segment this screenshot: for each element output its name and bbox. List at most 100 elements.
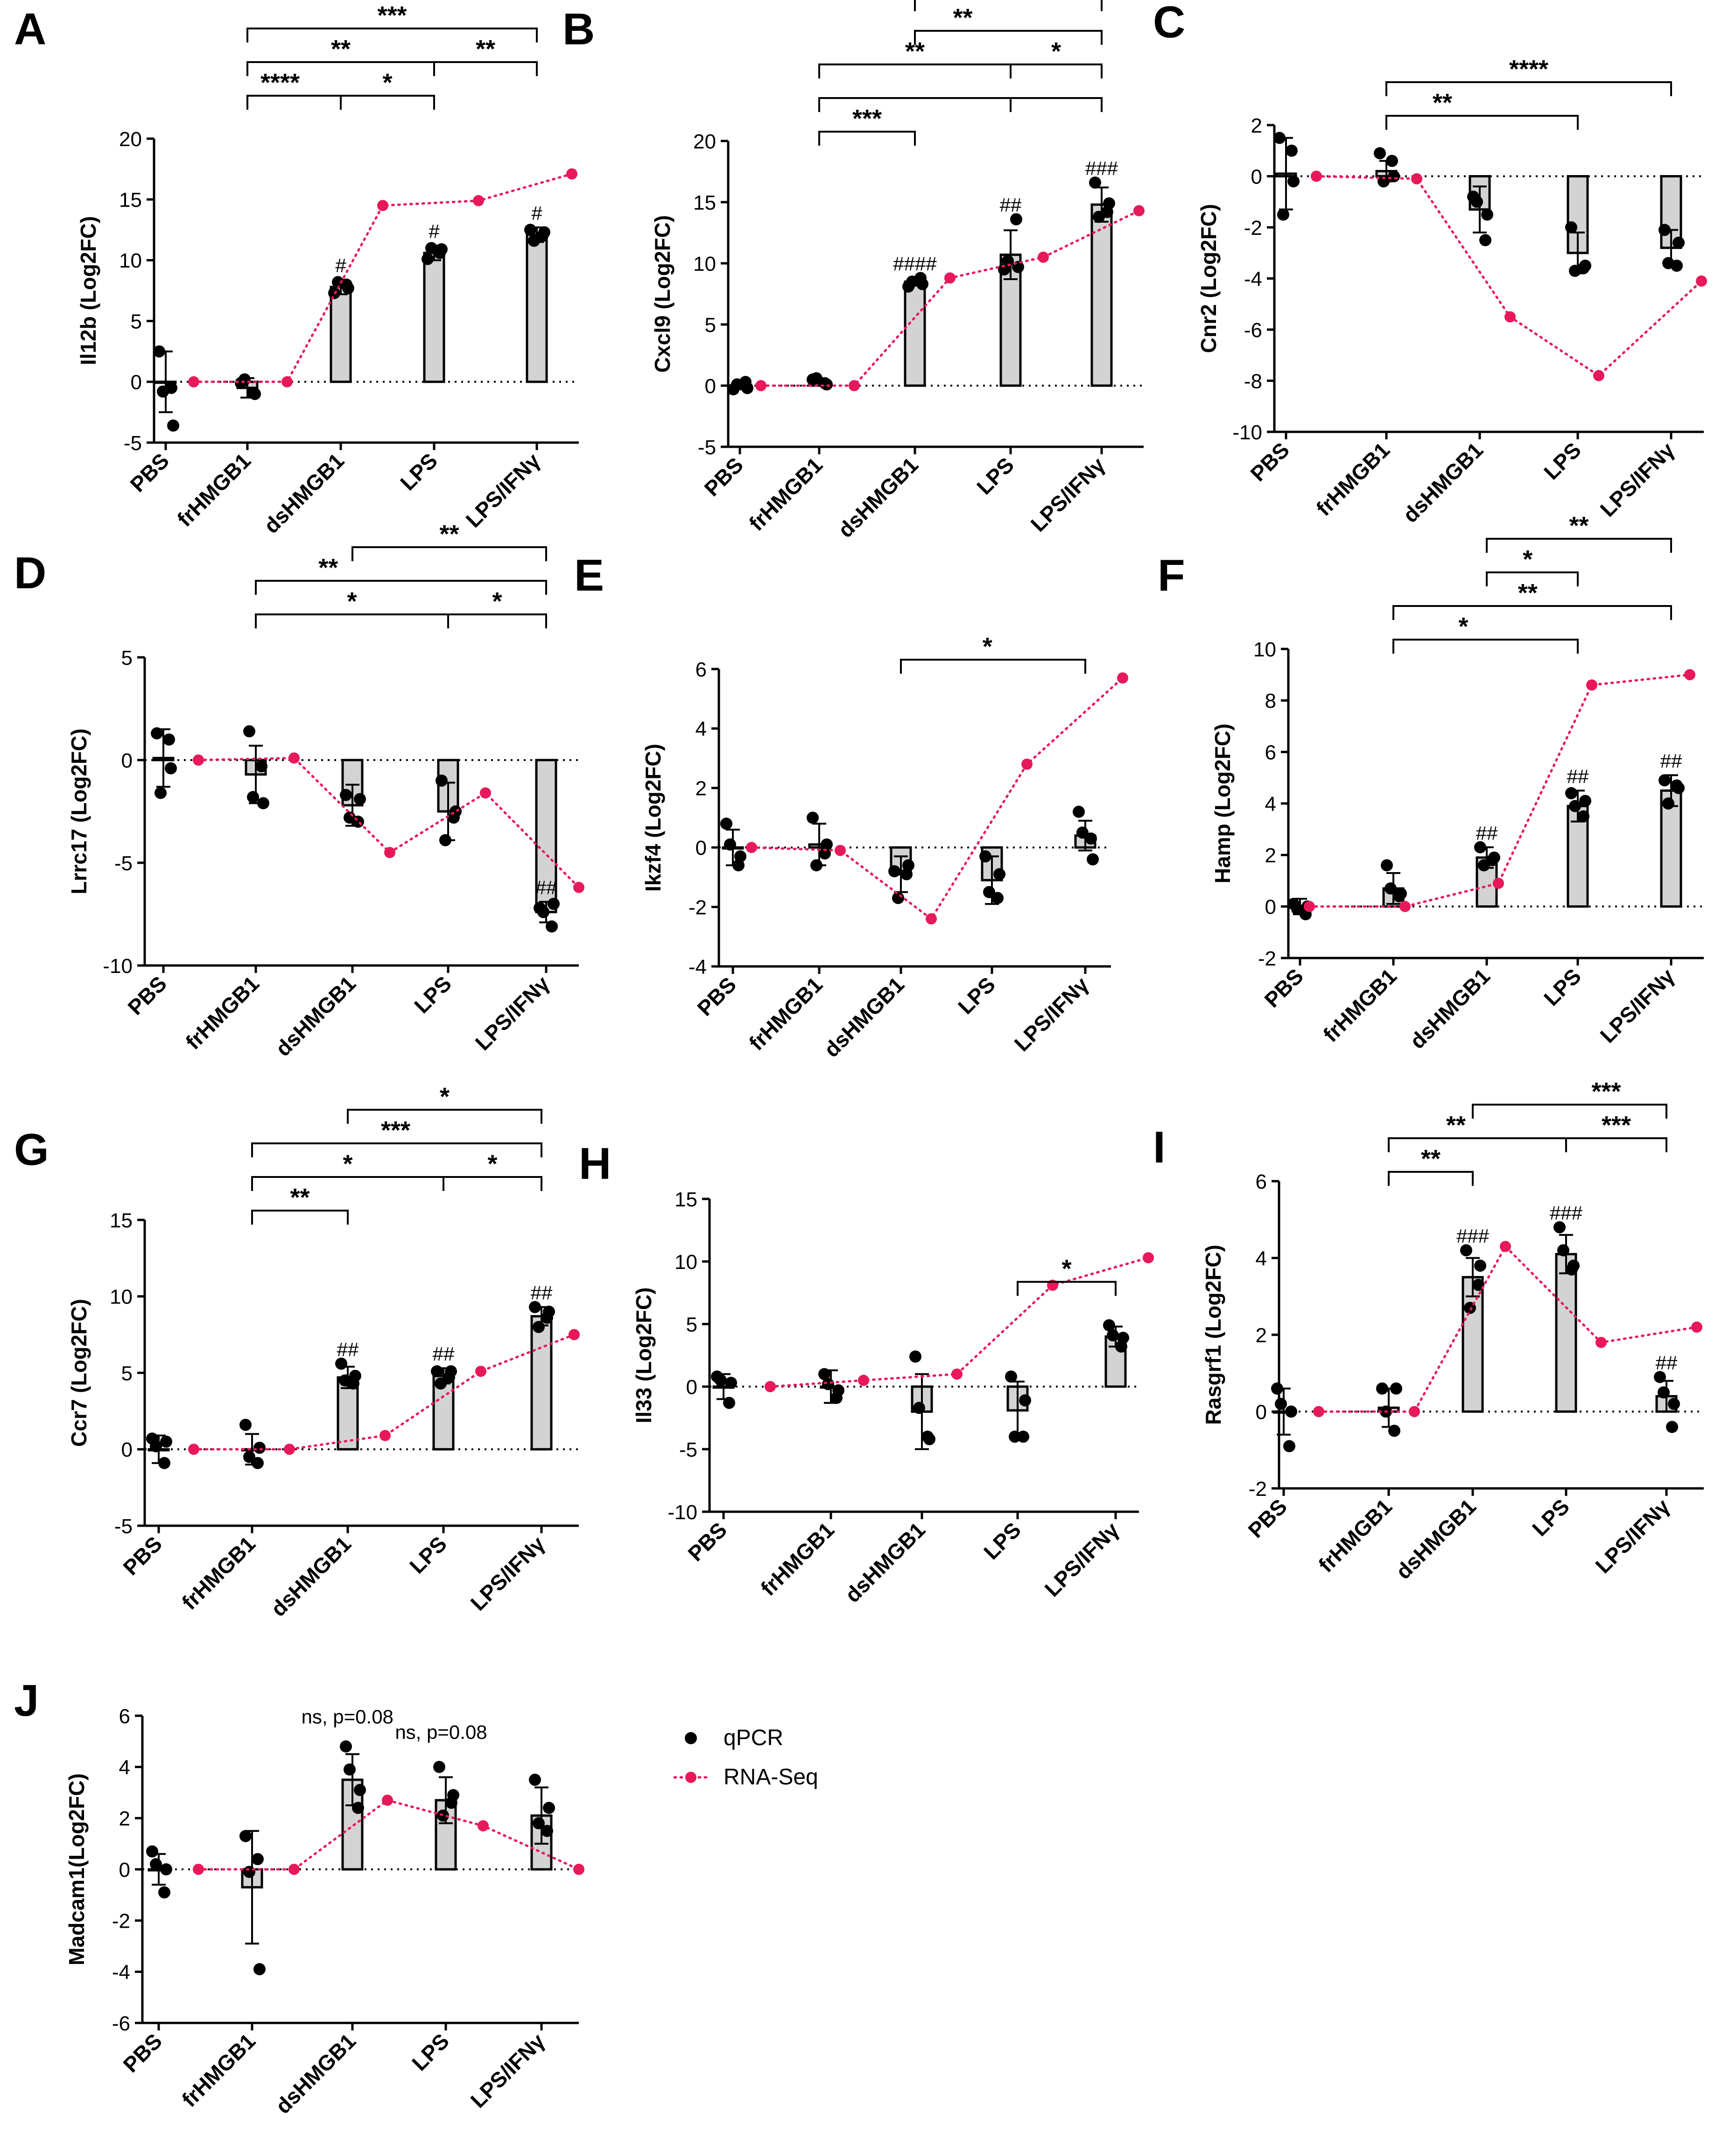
qpcr-point xyxy=(1374,147,1386,160)
rnaseq-point xyxy=(1311,170,1322,182)
significance-hash: ## xyxy=(531,1282,553,1304)
qpcr-point xyxy=(253,1441,266,1454)
significance-stars: * xyxy=(1523,545,1532,573)
significance-stars: ** xyxy=(1446,1111,1466,1139)
y-axis-label: Cxcl9 (Log2FC) xyxy=(650,215,675,373)
y-axis-label: Il33 (Log2FC) xyxy=(632,1287,656,1423)
rnaseq-point xyxy=(1504,311,1516,323)
qpcr-point xyxy=(340,789,352,801)
significance-bracket xyxy=(1392,639,1579,654)
rnaseq-point xyxy=(1304,901,1315,912)
rnaseq-line xyxy=(192,1333,576,1451)
panel-c: C 2 0 -2 -4 -6 -8 -10 Cnr2 (Log2FC) PBS frHMGB1 dsH… xyxy=(1153,0,1707,528)
qpcr-point xyxy=(167,419,179,432)
significance-stars: * xyxy=(1061,1255,1071,1283)
y-tick-label: 5 xyxy=(686,1313,697,1336)
significance-stars: ** xyxy=(1421,1145,1441,1173)
qpcr-point xyxy=(1388,170,1400,183)
qpcr-point xyxy=(439,834,451,846)
qpcr-point xyxy=(1271,1382,1283,1395)
x-tick-label: dsHMGB1 xyxy=(833,452,923,542)
qpcr-point xyxy=(1481,208,1493,221)
y-tick-label: 5 xyxy=(705,314,716,337)
qpcr-point xyxy=(1381,859,1393,872)
bar xyxy=(904,280,926,387)
y-tick-label: 4 xyxy=(119,1756,130,1779)
qpcr-point xyxy=(524,224,536,236)
y-tick-label: 10 xyxy=(1253,638,1276,661)
qpcr-point xyxy=(1277,208,1289,221)
panel-letter: F xyxy=(1158,550,1185,600)
panel-letter: H xyxy=(579,1139,611,1189)
x-tick-label: dsHMGB1 xyxy=(819,972,909,1062)
rnaseq-point xyxy=(1500,1240,1511,1252)
qpcr-point xyxy=(1002,254,1014,267)
qpcr-point xyxy=(253,1963,266,1975)
y-tick-label: 2 xyxy=(1265,844,1276,867)
qpcr-point xyxy=(160,1863,172,1875)
qpcr-point xyxy=(1089,176,1101,189)
y-axis-label: Lrrc17 (Log2FC) xyxy=(67,728,91,894)
qpcr-point xyxy=(1659,224,1671,236)
x-tick-label: LPS/IFNγ xyxy=(471,971,555,1055)
rnaseq-line xyxy=(769,1256,1150,1388)
qpcr-point xyxy=(257,797,269,810)
qpcr-point xyxy=(731,378,743,391)
significance-stars: * xyxy=(492,587,502,615)
rnaseq-point xyxy=(475,1366,486,1377)
y-tick-label: -4 xyxy=(1244,268,1262,290)
significance-stars: ** xyxy=(331,35,351,63)
significance-hash: ### xyxy=(1085,157,1118,179)
qpcr-point xyxy=(1087,853,1099,866)
y-tick-label: 0 xyxy=(705,375,716,398)
rnaseq-point xyxy=(1143,1252,1154,1263)
rnaseq-point xyxy=(1021,758,1033,770)
significance-bracket xyxy=(347,1109,542,1124)
rnaseq-point xyxy=(193,754,204,766)
rnaseq-point xyxy=(384,847,395,858)
qpcr-point xyxy=(832,1384,844,1397)
y-tick-label: -10 xyxy=(103,955,133,978)
x-tick-label: dsHMGB1 xyxy=(266,1531,356,1621)
x-tick-label: frHMGB1 xyxy=(177,2029,260,2112)
y-tick-label: -4 xyxy=(689,956,707,979)
qpcr-point xyxy=(546,920,558,933)
significance-bracket xyxy=(818,97,1012,112)
x-tick-label: LPS/IFNγ xyxy=(1026,452,1110,536)
qpcr-point xyxy=(1286,144,1298,157)
qpcr-point xyxy=(1666,1421,1678,1433)
significance-hash: ## xyxy=(1656,1352,1678,1374)
rnaseq-point xyxy=(193,1864,204,1875)
qpcr-point xyxy=(160,1435,172,1448)
qpcr-point xyxy=(243,725,255,738)
significance-stars: * xyxy=(382,69,392,97)
rnaseq-point xyxy=(835,845,846,856)
x-tick-label: LPS xyxy=(407,2029,454,2075)
y-tick-label: 2 xyxy=(1251,114,1262,137)
qpcr-point xyxy=(1005,1370,1017,1383)
qpcr-point xyxy=(239,1418,252,1431)
significance-bracket xyxy=(255,613,449,628)
qpcr-point xyxy=(1107,1329,1119,1342)
qpcr-point xyxy=(146,1845,158,1858)
rnaseq-point xyxy=(746,842,757,853)
y-tick-label: 4 xyxy=(696,718,707,740)
qpcr-point xyxy=(1019,1394,1031,1407)
significance-bracket xyxy=(246,28,538,42)
qpcr-point xyxy=(720,817,732,830)
y-tick-label: 0 xyxy=(131,371,142,394)
x-tick-label: dsHMGB1 xyxy=(271,2029,360,2118)
significance-stars: *** xyxy=(381,1116,410,1144)
qpcr-point xyxy=(349,1370,361,1382)
qpcr-point xyxy=(724,838,736,851)
panel-d: D 5 0 -5 -10 Lrrc17 (Log2FC) PBS frHMGB1 dsHMGB1… xyxy=(14,520,584,1061)
qpcr-point xyxy=(807,811,819,824)
bar xyxy=(530,1315,553,1451)
legend-rnaseq-label: RNA-Seq xyxy=(724,1765,818,1790)
qpcr-point xyxy=(344,811,356,824)
x-tick-label: LPS xyxy=(972,452,1019,499)
qpcr-point xyxy=(725,1376,737,1389)
y-tick-label: 20 xyxy=(119,128,142,151)
qpcr-point xyxy=(1017,1430,1029,1443)
qpcr-point xyxy=(533,1321,545,1333)
